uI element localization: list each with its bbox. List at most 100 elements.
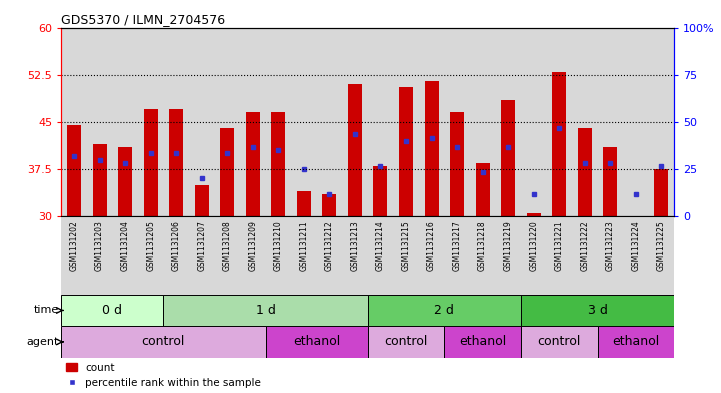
Bar	[240, 28, 265, 216]
Bar	[425, 81, 438, 216]
Bar	[444, 326, 521, 358]
Bar	[169, 109, 183, 216]
Bar	[92, 144, 107, 216]
Text: ethanol: ethanol	[293, 335, 340, 349]
Text: GSM1131209: GSM1131209	[248, 220, 257, 271]
Text: GSM1131223: GSM1131223	[606, 220, 615, 271]
Bar	[265, 28, 291, 216]
Text: GSM1131220: GSM1131220	[529, 220, 538, 271]
Bar	[598, 326, 674, 358]
Bar	[470, 216, 495, 295]
Text: GSM1131219: GSM1131219	[504, 220, 513, 271]
Bar	[342, 28, 368, 216]
Bar	[572, 28, 598, 216]
Bar	[220, 128, 234, 216]
Bar	[61, 28, 87, 216]
Bar	[393, 216, 419, 295]
Text: GSM1131203: GSM1131203	[95, 220, 104, 271]
Bar	[138, 28, 164, 216]
Text: GSM1131210: GSM1131210	[274, 220, 283, 271]
Bar	[501, 100, 516, 216]
Text: time: time	[33, 305, 58, 316]
Text: 2 d: 2 d	[434, 304, 454, 317]
Bar	[547, 216, 572, 295]
Bar	[399, 87, 413, 216]
Bar	[373, 166, 387, 216]
Bar	[271, 112, 286, 216]
Text: GSM1131212: GSM1131212	[325, 220, 334, 271]
Bar	[322, 194, 337, 216]
Text: GSM1131225: GSM1131225	[657, 220, 666, 271]
Text: control: control	[538, 335, 581, 349]
Text: control: control	[142, 335, 185, 349]
Bar	[317, 28, 342, 216]
Bar	[578, 128, 592, 216]
Text: GSM1131222: GSM1131222	[580, 220, 589, 271]
Bar	[368, 28, 393, 216]
Bar	[143, 109, 158, 216]
Bar	[547, 28, 572, 216]
Text: GSM1131205: GSM1131205	[146, 220, 155, 271]
Bar	[215, 28, 240, 216]
Bar	[195, 185, 209, 216]
Bar	[61, 326, 265, 358]
Bar	[164, 295, 368, 326]
Bar	[138, 216, 164, 295]
Legend: count, percentile rank within the sample: count, percentile rank within the sample	[66, 363, 261, 388]
Bar	[495, 216, 521, 295]
Text: GSM1131211: GSM1131211	[299, 220, 309, 271]
Bar	[61, 295, 164, 326]
Bar	[368, 326, 444, 358]
Bar	[603, 147, 617, 216]
Text: GSM1131206: GSM1131206	[172, 220, 181, 271]
Bar	[87, 28, 112, 216]
Bar	[521, 28, 547, 216]
Text: GSM1131213: GSM1131213	[350, 220, 360, 271]
Bar	[444, 216, 470, 295]
Bar	[649, 28, 674, 216]
Text: control: control	[384, 335, 428, 349]
Bar	[623, 28, 649, 216]
Text: GSM1131215: GSM1131215	[402, 220, 410, 271]
Text: ethanol: ethanol	[612, 335, 660, 349]
Text: 3 d: 3 d	[588, 304, 608, 317]
Bar	[112, 216, 138, 295]
Text: GSM1131204: GSM1131204	[120, 220, 130, 271]
Bar	[393, 28, 419, 216]
Bar	[419, 216, 444, 295]
Bar	[521, 295, 674, 326]
Bar	[342, 216, 368, 295]
Bar	[526, 213, 541, 216]
Bar	[495, 28, 521, 216]
Text: GSM1131214: GSM1131214	[376, 220, 385, 271]
Bar	[297, 191, 311, 216]
Bar	[521, 326, 598, 358]
Bar	[572, 216, 598, 295]
Bar	[189, 28, 215, 216]
Text: GSM1131202: GSM1131202	[69, 220, 79, 271]
Text: GSM1131207: GSM1131207	[198, 220, 206, 271]
Bar	[189, 216, 215, 295]
Bar	[598, 216, 623, 295]
Bar	[368, 295, 521, 326]
Bar	[112, 28, 138, 216]
Bar	[118, 147, 132, 216]
Text: GSM1131217: GSM1131217	[453, 220, 461, 271]
Text: GSM1131224: GSM1131224	[632, 220, 640, 271]
Bar	[61, 216, 87, 295]
Bar	[598, 28, 623, 216]
Bar	[623, 216, 649, 295]
Bar	[291, 28, 317, 216]
Text: GSM1131208: GSM1131208	[223, 220, 231, 271]
Bar	[164, 216, 189, 295]
Bar	[521, 216, 547, 295]
Bar	[291, 216, 317, 295]
Text: GSM1131216: GSM1131216	[427, 220, 436, 271]
Text: GSM1131218: GSM1131218	[478, 220, 487, 271]
Text: GSM1131221: GSM1131221	[554, 220, 564, 271]
Bar	[649, 216, 674, 295]
Bar	[164, 28, 189, 216]
Bar	[87, 216, 112, 295]
Bar	[655, 169, 668, 216]
Bar	[444, 28, 470, 216]
